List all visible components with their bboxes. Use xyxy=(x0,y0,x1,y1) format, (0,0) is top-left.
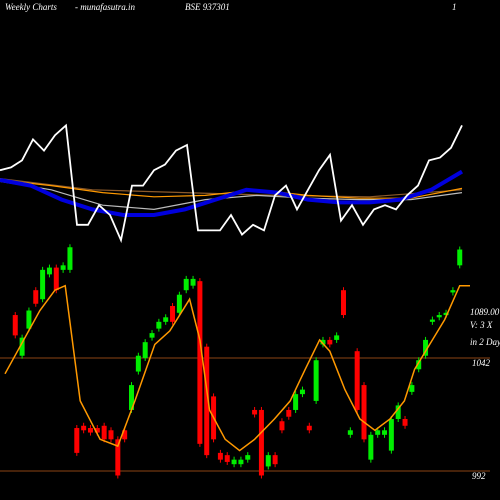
candle xyxy=(293,394,299,410)
chart-title: Weekly Charts xyxy=(5,2,57,12)
candle xyxy=(46,267,52,275)
candle xyxy=(402,418,408,426)
candle xyxy=(19,337,25,356)
candle xyxy=(176,294,182,313)
candle xyxy=(361,385,367,440)
candle xyxy=(265,455,271,467)
page-number: 1 xyxy=(452,2,457,12)
indicator-line xyxy=(0,169,464,217)
candle xyxy=(26,310,32,329)
candle xyxy=(101,425,107,440)
candle xyxy=(450,290,456,293)
candle xyxy=(197,281,203,444)
annotation: in 2 Days xyxy=(470,337,500,347)
candle xyxy=(190,278,196,286)
candle xyxy=(33,290,39,304)
candle xyxy=(252,409,258,415)
moving-average xyxy=(4,284,470,452)
candle xyxy=(74,428,80,453)
candle xyxy=(320,339,326,345)
candle xyxy=(149,333,155,338)
candle xyxy=(368,434,374,460)
candle xyxy=(231,459,237,465)
candle xyxy=(53,267,59,291)
candle xyxy=(156,321,162,329)
candle xyxy=(313,360,319,401)
symbol: BSE 937301 xyxy=(185,2,230,12)
candle xyxy=(279,421,285,431)
candle xyxy=(163,317,169,322)
candle xyxy=(347,430,353,435)
candle xyxy=(354,351,360,410)
candle xyxy=(81,425,87,431)
candle xyxy=(224,455,230,462)
candle xyxy=(115,439,121,476)
indicator-line xyxy=(0,123,463,244)
candle xyxy=(436,315,442,318)
candle xyxy=(129,385,135,410)
candle xyxy=(204,346,210,456)
candle xyxy=(60,265,66,270)
candle xyxy=(170,306,176,322)
candle xyxy=(388,418,394,451)
candle xyxy=(87,428,93,433)
candle xyxy=(217,452,223,460)
candle xyxy=(382,430,388,435)
candle xyxy=(142,342,148,358)
candle xyxy=(375,430,381,435)
annotation: V: 3 X xyxy=(470,320,493,330)
y-tick-label: 992 xyxy=(472,471,486,481)
annotation: 1089.00 xyxy=(470,307,500,317)
candle xyxy=(245,455,251,460)
candle xyxy=(122,430,128,440)
candle xyxy=(443,312,449,316)
site-name: - munafasutra.in xyxy=(75,2,136,12)
candle xyxy=(272,455,278,465)
y-tick-label: 1042 xyxy=(472,358,491,368)
candle xyxy=(429,319,435,322)
candle xyxy=(416,360,422,370)
candle xyxy=(395,405,401,419)
candle xyxy=(286,409,292,417)
candle xyxy=(67,247,73,270)
candle xyxy=(135,355,141,372)
candle xyxy=(94,428,100,433)
candle xyxy=(327,339,333,345)
indicator-line xyxy=(0,179,463,199)
candle xyxy=(299,389,305,395)
candle xyxy=(12,315,18,336)
candle xyxy=(334,335,340,340)
candle xyxy=(258,409,264,476)
candle xyxy=(40,269,46,300)
candle xyxy=(423,339,429,356)
candle xyxy=(409,385,415,392)
candle xyxy=(306,425,312,431)
candle xyxy=(340,290,346,316)
candle xyxy=(183,278,189,291)
candle xyxy=(457,249,463,266)
candle xyxy=(238,459,244,465)
candle xyxy=(108,430,114,440)
